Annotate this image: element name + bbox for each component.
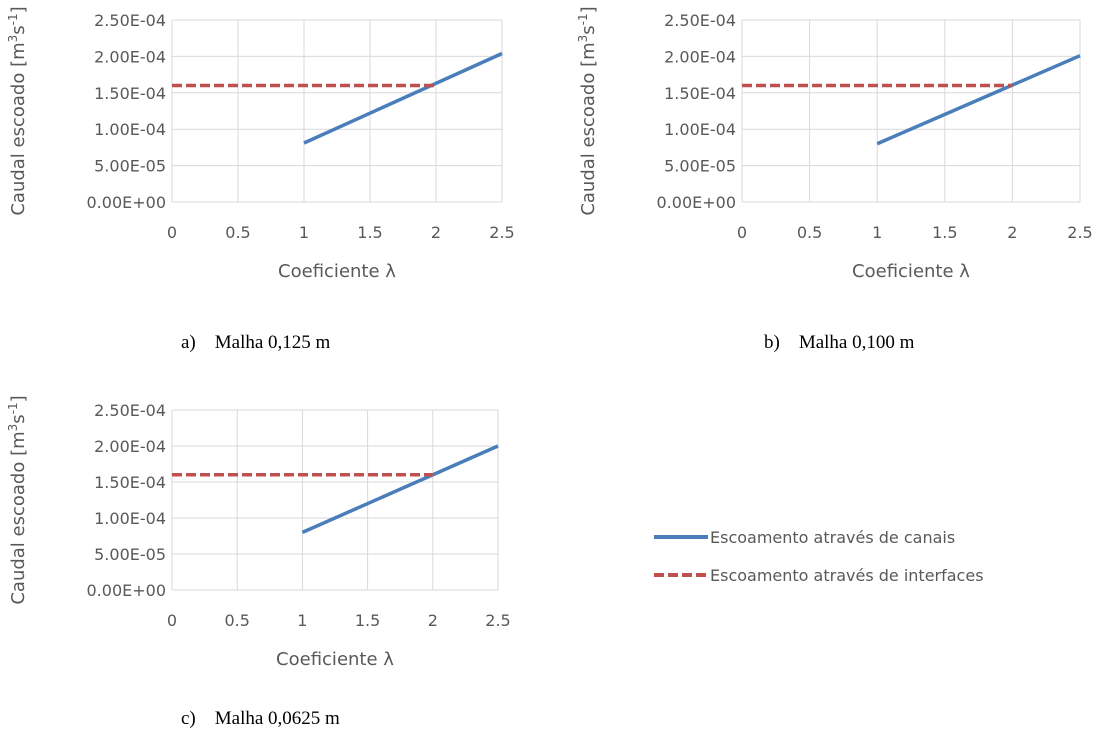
chart-a-xtick-label: 2 bbox=[431, 223, 441, 242]
legend-label-canais: Escoamento através de canais bbox=[710, 527, 956, 547]
chart-b-xtick-label: 1.5 bbox=[932, 223, 957, 242]
chart-b-x-axis-title: Coeficiente λ bbox=[852, 261, 970, 282]
chart-c-ytick-label: 0.00E+00 bbox=[87, 581, 167, 600]
chart-a-ytick-label: 5.00E-05 bbox=[94, 157, 166, 176]
chart-c-x-axis-title: Coeficiente λ bbox=[276, 649, 394, 670]
chart-a-x-axis-title: Coeficiente λ bbox=[278, 261, 396, 282]
legend-item-interfaces: Escoamento através de interfaces bbox=[654, 556, 1074, 594]
chart-a-ytick-label: 1.50E-04 bbox=[94, 84, 166, 103]
legend-swatch-dashed bbox=[654, 573, 708, 577]
chart-c-xtick-label: 0 bbox=[167, 611, 177, 630]
legend-swatch-solid bbox=[654, 535, 708, 539]
chart-c-ytick-label: 2.50E-04 bbox=[94, 401, 166, 420]
chart-a-xtick-label: 2.5 bbox=[489, 223, 514, 242]
chart-b-ytick-label: 5.00E-05 bbox=[664, 157, 736, 176]
chart-b-ytick-label: 2.00E-04 bbox=[664, 47, 736, 66]
caption-c: c) Malha 0,0625 m bbox=[181, 708, 340, 729]
chart-b-ytick-label: 1.00E-04 bbox=[664, 120, 736, 139]
chart-c-ytick-label: 5.00E-05 bbox=[94, 545, 166, 564]
legend: Escoamento através de canais Escoamento … bbox=[654, 518, 1074, 594]
chart-b-ytick-label: 2.50E-04 bbox=[664, 11, 736, 30]
chart-a-ytick-label: 2.00E-04 bbox=[94, 47, 166, 66]
chart-b-xtick-label: 0.5 bbox=[797, 223, 822, 242]
chart-b-xtick-label: 2 bbox=[1007, 223, 1017, 242]
chart-a-xtick-label: 1 bbox=[299, 223, 309, 242]
chart-c-series-canais bbox=[301, 444, 499, 535]
chart-b-series-canais bbox=[876, 54, 1081, 146]
chart-a-ytick-label: 2.50E-04 bbox=[94, 11, 166, 30]
chart-a-xtick-label: 0 bbox=[167, 223, 177, 242]
legend-label-interfaces: Escoamento através de interfaces bbox=[710, 565, 984, 585]
chart-c-xtick-label: 1 bbox=[297, 611, 307, 630]
chart-c-xtick-label: 2 bbox=[428, 611, 438, 630]
chart-b-xtick-label: 0 bbox=[737, 223, 747, 242]
chart-c-xtick-label: 2.5 bbox=[485, 611, 510, 630]
chart-c-ytick-label: 1.50E-04 bbox=[94, 473, 166, 492]
chart-b-xtick-label: 1 bbox=[872, 223, 882, 242]
chart-a-xtick-label: 0.5 bbox=[225, 223, 250, 242]
caption-b: b) Malha 0,100 m bbox=[764, 332, 915, 353]
chart-b-y-axis-title: Caudal escoado [m3s-1] bbox=[576, 6, 599, 215]
chart-c-y-axis-title: Caudal escoado [m3s-1] bbox=[6, 395, 29, 604]
chart-b-ytick-label: 1.50E-04 bbox=[664, 84, 736, 103]
chart-b-xtick-label: 2.5 bbox=[1067, 223, 1092, 242]
chart-c-xtick-label: 1.5 bbox=[355, 611, 380, 630]
legend-item-canais: Escoamento através de canais bbox=[654, 518, 1074, 556]
chart-c-ytick-label: 2.00E-04 bbox=[94, 437, 166, 456]
chart-a-ytick-label: 1.00E-04 bbox=[94, 120, 166, 139]
chart-a-y-axis-title: Caudal escoado [m3s-1] bbox=[6, 6, 29, 215]
chart-b-ytick-label: 0.00E+00 bbox=[657, 193, 737, 212]
caption-a: a) Malha 0,125 m bbox=[181, 332, 331, 353]
chart-c-ytick-label: 1.00E-04 bbox=[94, 509, 166, 528]
chart-c-xtick-label: 0.5 bbox=[224, 611, 249, 630]
chart-a-xtick-label: 1.5 bbox=[357, 223, 382, 242]
chart-a-series-canais bbox=[303, 51, 503, 145]
chart-a-ytick-label: 0.00E+00 bbox=[87, 193, 167, 212]
